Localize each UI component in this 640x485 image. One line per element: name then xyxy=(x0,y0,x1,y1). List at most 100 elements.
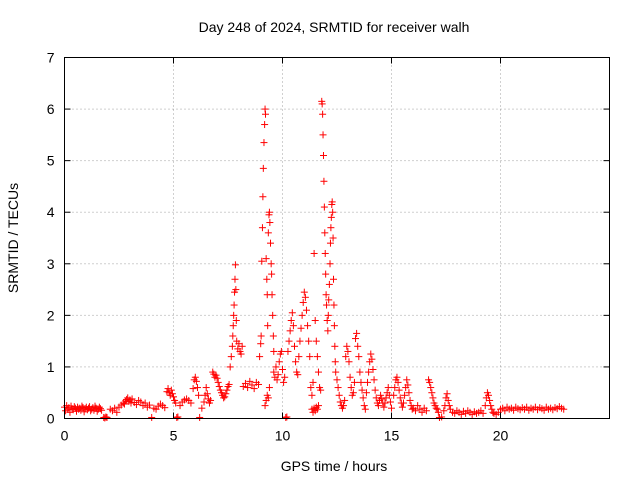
data-point xyxy=(220,394,228,402)
data-point xyxy=(304,322,312,330)
data-point xyxy=(440,407,448,415)
data-point xyxy=(322,291,330,299)
data-point xyxy=(111,404,119,412)
data-point xyxy=(294,371,302,379)
data-point xyxy=(369,366,377,374)
data-point xyxy=(286,327,294,335)
data-points xyxy=(61,97,568,422)
data-point xyxy=(189,385,197,393)
data-point xyxy=(432,404,440,412)
data-point xyxy=(238,342,246,350)
data-point xyxy=(120,400,128,408)
data-point xyxy=(335,391,343,399)
data-point xyxy=(227,353,235,361)
data-point xyxy=(258,257,266,265)
y-tick-label: 5 xyxy=(47,153,55,169)
data-point xyxy=(406,396,414,404)
data-point xyxy=(362,389,370,397)
data-point xyxy=(229,332,237,340)
data-point xyxy=(326,260,334,268)
data-point xyxy=(174,413,182,421)
data-point xyxy=(403,376,411,384)
data-point xyxy=(422,407,430,415)
data-point xyxy=(288,309,296,317)
data-point xyxy=(344,347,352,355)
y-tick-label: 6 xyxy=(47,101,55,117)
data-point xyxy=(318,100,326,108)
data-point xyxy=(264,394,272,402)
data-point xyxy=(279,366,286,374)
data-point xyxy=(241,379,249,387)
data-point xyxy=(297,324,305,332)
data-point xyxy=(257,340,265,348)
data-point xyxy=(232,286,240,294)
data-point xyxy=(264,229,272,237)
data-point xyxy=(202,384,210,392)
data-point xyxy=(170,393,177,401)
data-point xyxy=(268,291,276,299)
data-point xyxy=(302,306,310,314)
data-point xyxy=(283,413,291,421)
data-point xyxy=(237,350,245,358)
data-point xyxy=(433,405,441,413)
x-tick-label: 20 xyxy=(493,428,509,444)
data-point xyxy=(164,385,172,393)
data-point xyxy=(287,317,295,325)
data-point xyxy=(229,322,237,330)
data-point xyxy=(265,384,273,392)
data-point xyxy=(445,402,453,410)
data-point xyxy=(284,347,292,355)
data-point xyxy=(395,386,403,394)
y-tick-label: 1 xyxy=(47,359,55,375)
data-point xyxy=(298,311,306,319)
data-point xyxy=(269,311,277,319)
data-point xyxy=(359,394,367,402)
data-point xyxy=(275,358,283,366)
data-point xyxy=(128,395,136,403)
data-point xyxy=(404,381,412,389)
data-point xyxy=(341,396,349,404)
data-point xyxy=(386,398,394,406)
data-point xyxy=(259,193,267,201)
data-point xyxy=(285,337,293,345)
data-point xyxy=(296,337,304,345)
data-point xyxy=(327,224,335,232)
data-point xyxy=(330,275,338,283)
data-point xyxy=(350,378,358,386)
data-point xyxy=(267,260,275,268)
data-point xyxy=(203,390,211,398)
data-point xyxy=(309,378,317,386)
data-point xyxy=(434,408,442,416)
data-point xyxy=(260,139,268,147)
data-point xyxy=(426,378,434,386)
data-point xyxy=(261,402,269,410)
data-point xyxy=(398,403,406,411)
data-point xyxy=(299,298,307,306)
data-point xyxy=(357,378,365,386)
data-point xyxy=(103,413,111,421)
data-point xyxy=(259,164,267,172)
data-point xyxy=(336,398,344,406)
data-point xyxy=(232,317,240,325)
data-point xyxy=(396,394,404,402)
data-point xyxy=(172,399,180,407)
data-point xyxy=(280,378,288,386)
data-point xyxy=(486,396,494,404)
data-point xyxy=(380,403,388,411)
axis-ticks: 0 5 10 15 20 0 1 2 3 4 5 6 7 xyxy=(47,50,610,444)
data-point xyxy=(367,350,375,358)
data-point xyxy=(429,394,437,402)
data-point xyxy=(485,391,493,399)
data-point xyxy=(261,110,269,118)
data-point xyxy=(327,213,335,221)
data-point xyxy=(226,363,234,371)
data-point xyxy=(365,368,373,376)
data-point xyxy=(378,395,386,403)
data-point xyxy=(330,301,338,309)
data-point xyxy=(313,405,321,413)
data-point xyxy=(323,317,331,325)
data-point xyxy=(443,390,451,398)
data-point xyxy=(401,391,409,399)
data-point xyxy=(255,380,263,388)
data-point xyxy=(321,229,329,237)
